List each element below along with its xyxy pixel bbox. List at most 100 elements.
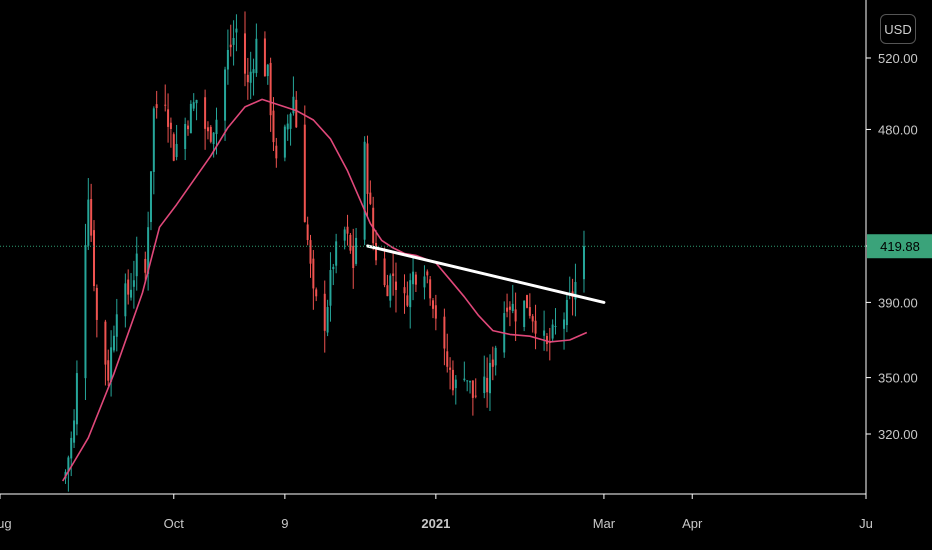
candle-body bbox=[483, 376, 486, 394]
candle-body bbox=[289, 113, 292, 129]
candle-body bbox=[523, 300, 526, 327]
candle-body bbox=[383, 258, 386, 286]
candle-body bbox=[426, 271, 429, 276]
candle-body bbox=[466, 380, 469, 382]
candle-body bbox=[75, 373, 78, 425]
candle-body bbox=[312, 258, 315, 289]
candle-body bbox=[226, 49, 229, 70]
candle-body bbox=[249, 71, 252, 83]
candle-body bbox=[172, 134, 175, 161]
candle-body bbox=[107, 360, 110, 381]
candle-body bbox=[187, 125, 190, 130]
candle-body bbox=[252, 69, 255, 74]
candle-body bbox=[326, 307, 329, 333]
candle-body bbox=[369, 192, 372, 204]
candle-body bbox=[135, 253, 138, 277]
candle-body bbox=[295, 99, 298, 128]
candle-body bbox=[443, 316, 446, 349]
candle-body bbox=[246, 74, 249, 83]
candle-body bbox=[235, 28, 238, 33]
x-tick-label: Apr bbox=[682, 516, 703, 531]
candle-body bbox=[315, 289, 318, 297]
candle-body bbox=[309, 240, 312, 264]
candle-body bbox=[275, 145, 278, 159]
candle-body bbox=[189, 103, 192, 134]
candle-body bbox=[263, 38, 266, 77]
candle-body bbox=[528, 307, 531, 316]
y-tick-label: 350.00 bbox=[878, 371, 918, 386]
candle-body bbox=[73, 420, 76, 443]
candle-body bbox=[110, 347, 113, 382]
candle-body bbox=[392, 273, 395, 276]
candle-body bbox=[204, 97, 207, 129]
trendline-layer[interactable] bbox=[365, 244, 606, 304]
candle-body bbox=[192, 102, 195, 109]
candle-body bbox=[474, 395, 477, 397]
x-tick-label: Mar bbox=[593, 516, 616, 531]
candle-body bbox=[283, 126, 286, 158]
candle-body bbox=[329, 270, 332, 306]
candle-body bbox=[563, 319, 566, 329]
candle-body bbox=[414, 274, 417, 285]
candle-body bbox=[469, 381, 472, 383]
currency-button[interactable]: USD bbox=[880, 14, 916, 44]
candle-body bbox=[574, 281, 577, 300]
candle-body bbox=[147, 227, 150, 274]
candle-body bbox=[514, 309, 517, 322]
x-tick-label: Ju bbox=[859, 516, 873, 531]
candle-body bbox=[255, 38, 258, 74]
candle-body bbox=[232, 38, 235, 45]
candle-body bbox=[545, 336, 548, 345]
y-tick-label: 480.00 bbox=[878, 122, 918, 137]
candle-body bbox=[212, 132, 215, 145]
candle-body bbox=[209, 126, 212, 142]
y-tick-label: 520.00 bbox=[878, 51, 918, 66]
candle-body bbox=[306, 224, 309, 241]
candle-body bbox=[486, 377, 489, 393]
current-price-badge bbox=[867, 234, 932, 259]
candle-body bbox=[355, 237, 358, 264]
candle-body bbox=[266, 64, 269, 77]
candle-body bbox=[434, 305, 437, 319]
x-tick-label: 2021 bbox=[421, 516, 450, 531]
x-tick-label: 9 bbox=[281, 516, 288, 531]
candle-body bbox=[511, 303, 514, 312]
trendline[interactable] bbox=[365, 244, 606, 304]
candle-body bbox=[195, 99, 198, 104]
candle-body bbox=[488, 362, 491, 394]
candle-body bbox=[409, 280, 412, 308]
candle-body bbox=[406, 295, 409, 306]
candle-body bbox=[471, 380, 474, 398]
candle-body bbox=[175, 143, 178, 157]
candle-body bbox=[389, 275, 392, 301]
candle-body bbox=[149, 171, 152, 223]
candle-body bbox=[90, 199, 93, 236]
candle-body bbox=[155, 104, 158, 109]
candle-body bbox=[292, 96, 295, 114]
candle-body bbox=[84, 245, 87, 379]
candle-body bbox=[543, 330, 546, 336]
candle-body bbox=[124, 283, 127, 317]
x-axis[interactable]: Aug Oct 9 2021 Mar Apr Ju bbox=[0, 494, 873, 531]
candle-body bbox=[423, 276, 426, 288]
moving-average-line bbox=[62, 98, 588, 482]
y-tick-label: 320.00 bbox=[878, 427, 918, 442]
candle-body bbox=[551, 324, 554, 339]
candle-body bbox=[243, 33, 246, 74]
candle-body bbox=[229, 44, 232, 48]
candle-body bbox=[206, 127, 209, 132]
candle-body bbox=[432, 300, 434, 309]
y-tick-label: 390.00 bbox=[878, 295, 918, 310]
candle-body bbox=[554, 326, 557, 328]
candle-body bbox=[451, 369, 454, 391]
candle-body bbox=[286, 123, 289, 130]
candle-body bbox=[394, 281, 397, 291]
candle-body bbox=[130, 289, 133, 298]
x-tick-label: Aug bbox=[0, 516, 12, 531]
candle-body bbox=[349, 234, 352, 251]
candle-body bbox=[403, 287, 406, 294]
candle-body bbox=[412, 271, 415, 285]
candle-body bbox=[152, 108, 155, 172]
